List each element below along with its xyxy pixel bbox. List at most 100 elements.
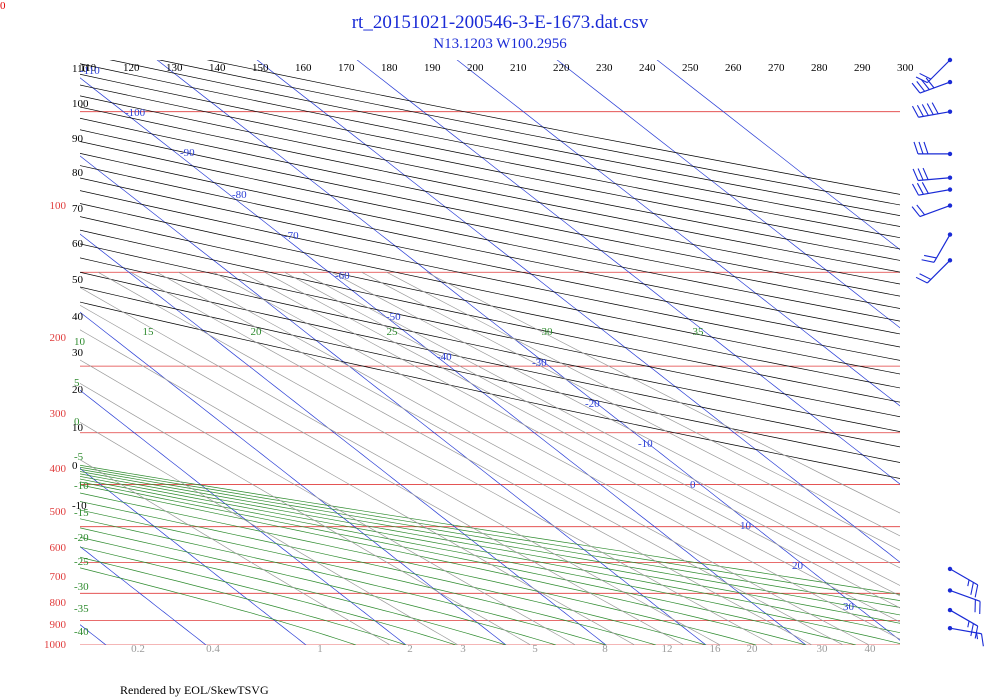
wind-barb-station <box>947 258 953 263</box>
moist-adiabat-left-label: -30 <box>74 581 89 593</box>
mixing-ratio-label: 8 <box>602 643 608 655</box>
render-credit: Rendered by EOL/SkewTSVG <box>120 683 269 697</box>
theta-top-label: 240 <box>639 62 656 74</box>
theta-left-label: 0 <box>72 460 78 472</box>
wind-barb-flag <box>911 82 921 94</box>
dry-adiabat-line <box>80 243 900 418</box>
isotherm-line <box>0 0 21 656</box>
theta-top-label: 270 <box>768 62 785 74</box>
dry-adiabat-line <box>80 177 900 348</box>
theta-left-label: 60 <box>72 238 84 250</box>
wind-barb-flag <box>916 81 926 92</box>
mixing-ratio-line <box>264 271 900 609</box>
isotherm-line <box>80 311 507 645</box>
moist-adiabat-label: 35 <box>693 326 705 338</box>
isotherm-label: -40 <box>437 351 452 363</box>
pressure-tick-label: 600 <box>50 542 67 554</box>
mixing-ratio-label: 0.4 <box>206 643 220 655</box>
mixing-ratio-line <box>178 271 870 645</box>
isotherm-line <box>556 60 900 329</box>
isotherm-line <box>456 60 900 407</box>
moist-adiabat-line <box>80 567 357 645</box>
theta-left-label: 40 <box>72 311 84 323</box>
mixing-ratio-line <box>284 271 900 597</box>
mixing-ratio-line <box>80 329 635 645</box>
isotherm-label: -90 <box>180 147 195 159</box>
wind-barb-flag <box>911 206 921 217</box>
mixing-ratio-line <box>331 271 900 569</box>
isotherm-line <box>80 77 807 645</box>
mixing-ratio-label: 20 <box>747 643 759 655</box>
theta-top-label: 180 <box>381 62 398 74</box>
theta-top-label: 250 <box>682 62 699 74</box>
theta-top-label: 190 <box>424 62 441 74</box>
moist-adiabat-line <box>80 471 900 616</box>
moist-adiabat-line <box>80 492 757 645</box>
wind-barb-flag <box>919 273 932 280</box>
isotherm-label: 20 <box>792 560 804 572</box>
pressure-tick-label: 100 <box>50 200 67 212</box>
wind-barb-half <box>967 579 970 587</box>
wind-barb-flag <box>923 141 929 155</box>
wind-barb-station <box>947 187 953 192</box>
moist-adiabat-left-label: -35 <box>74 603 89 615</box>
theta-top-label: 160 <box>295 62 312 74</box>
wind-barb-staff <box>919 81 951 94</box>
theta-top-label: 290 <box>854 62 871 74</box>
moist-adiabat-label: 20 <box>251 326 263 338</box>
theta-left-label: -10 <box>72 500 87 512</box>
mixing-ratio-label: 16 <box>710 643 722 655</box>
moist-adiabat-left-label: -40 <box>74 626 89 638</box>
pressure-tick-label: 500 <box>50 506 67 518</box>
theta-top-label: 280 <box>811 62 828 74</box>
dry-adiabat-line <box>80 141 900 309</box>
isotherm-line <box>80 233 607 645</box>
wind-barb-station <box>947 57 953 63</box>
wind-barb-flag <box>911 105 919 118</box>
wind-barb-staff <box>949 609 979 627</box>
wind-barb-flag <box>974 584 979 598</box>
grid-lines <box>0 0 900 656</box>
wind-barb-flag <box>916 182 924 195</box>
wind-barb-station <box>947 151 953 157</box>
wind-barb-station <box>947 232 953 237</box>
dry-adiabat-line <box>80 216 900 389</box>
moist-adiabat-line <box>80 556 407 645</box>
wind-barb-flag <box>970 623 974 637</box>
wind-barb-flag <box>918 141 924 155</box>
pressure-tick-label: 900 <box>50 619 67 631</box>
wind-barb-station <box>947 588 953 593</box>
wind-barb-staff <box>933 234 951 263</box>
moist-adiabat-left-label: -10 <box>74 480 89 492</box>
moist-adiabat-line <box>80 527 557 645</box>
moist-adiabat-left-label: -25 <box>74 556 89 568</box>
isotherm-label: -50 <box>386 311 401 323</box>
wind-barb-flag <box>919 72 932 80</box>
wind-barb-flag <box>931 102 939 115</box>
moist-adiabat-label: 30 <box>542 326 554 338</box>
mixing-ratio-label: 30 <box>817 643 829 655</box>
wind-barb-staff <box>919 205 951 218</box>
theta-top-label: 260 <box>725 62 742 74</box>
isotherm-label: -60 <box>335 270 350 282</box>
mixing-ratio-line <box>426 271 900 514</box>
wind-barb-station <box>947 175 953 180</box>
moist-adiabat-line <box>80 481 857 645</box>
isotherm-line <box>80 389 407 645</box>
theta-top-label: 230 <box>596 62 613 74</box>
wind-barb-station <box>947 607 953 613</box>
wind-barb-staff <box>949 568 979 586</box>
corner-zero-label: 0 <box>0 0 6 12</box>
theta-top-label: 140 <box>209 62 226 74</box>
isotherm-line <box>356 60 900 485</box>
wind-barb-flag <box>916 204 926 216</box>
wind-barb-flag <box>970 582 974 595</box>
theta-left-label: 30 <box>72 347 84 359</box>
isotherm-line <box>80 467 307 645</box>
wind-barb-station <box>947 79 953 85</box>
theta-top-label: 200 <box>467 62 484 74</box>
mixing-ratio-line <box>80 304 685 645</box>
theta-top-label: 300 <box>897 62 914 74</box>
moist-adiabat-line <box>80 466 900 601</box>
mixing-ratio-line <box>80 359 576 645</box>
